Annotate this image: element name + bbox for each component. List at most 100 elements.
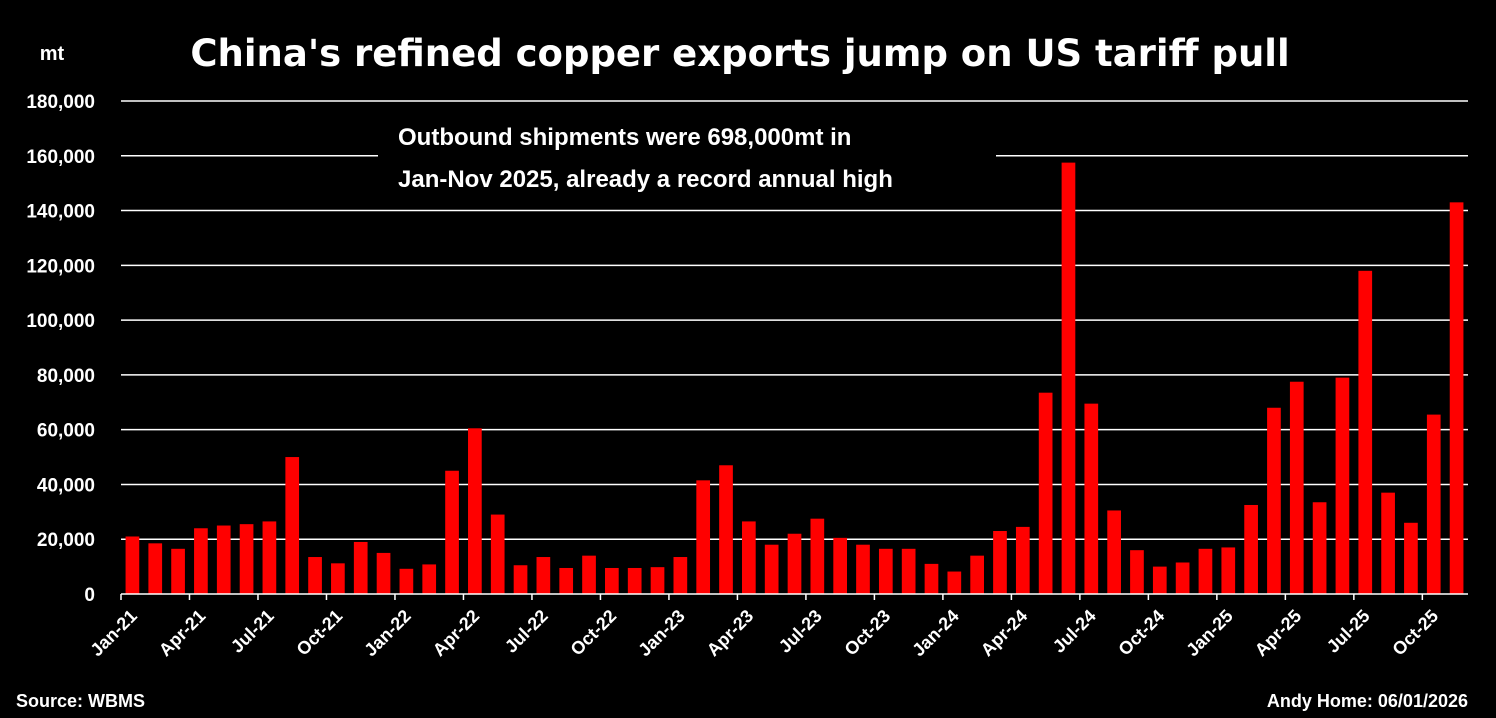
bar — [125, 536, 140, 594]
gridlines — [121, 100, 1468, 540]
bar — [468, 428, 482, 594]
bar — [536, 557, 551, 594]
y-tick-label: 140,000 — [26, 202, 95, 223]
x-tick-label: Jan-25 — [1182, 606, 1236, 660]
chart-title: China's refined copper exports jump on U… — [190, 32, 1289, 75]
x-tick-label: Jan-23 — [634, 606, 688, 660]
bar — [308, 557, 322, 594]
y-tick-label: 120,000 — [26, 256, 95, 277]
bar — [422, 564, 437, 594]
x-tick-label: Jul-25 — [1323, 606, 1374, 657]
bar — [1335, 377, 1350, 594]
bar — [399, 568, 414, 594]
bar — [787, 533, 802, 594]
bar — [810, 518, 825, 594]
bar — [924, 563, 939, 594]
bar — [856, 544, 870, 594]
bar — [559, 567, 574, 594]
bar — [445, 470, 459, 594]
bar — [696, 480, 711, 594]
y-tick-label: 20,000 — [37, 530, 95, 551]
bar-series — [125, 162, 1464, 595]
bar — [1358, 270, 1373, 594]
y-tick-label: 0 — [84, 585, 95, 606]
bar — [650, 567, 665, 594]
y-tick-label: 80,000 — [37, 366, 95, 387]
bar — [582, 555, 596, 594]
bar — [1130, 550, 1144, 594]
bar — [605, 567, 619, 594]
bar — [148, 543, 163, 594]
bar — [741, 521, 756, 594]
bar — [993, 531, 1007, 594]
bar — [353, 541, 368, 594]
bar — [490, 514, 505, 594]
bar — [719, 465, 733, 594]
bar — [1175, 562, 1190, 594]
annotation-line-2: Jan-Nov 2025, already a record annual hi… — [398, 166, 893, 193]
bar — [1449, 202, 1464, 595]
bar — [1038, 392, 1053, 594]
y-tick-label: 60,000 — [37, 421, 95, 442]
x-tick-label: Apr-23 — [703, 606, 757, 660]
y-tick-label: 40,000 — [37, 475, 95, 496]
x-tick-label: Oct-25 — [1388, 606, 1442, 660]
annotation-line-1: Outbound shipments were 698,000mt in — [398, 124, 851, 151]
x-tick-label: Oct-21 — [293, 606, 347, 660]
bar — [1381, 492, 1395, 594]
bar — [1061, 162, 1076, 594]
x-tick-label: Jul-24 — [1049, 606, 1100, 657]
bar — [1152, 566, 1167, 594]
x-tick-label: Jul-21 — [227, 606, 278, 657]
y-tick-label: 180,000 — [26, 92, 95, 113]
bar — [627, 567, 642, 594]
credit-label: Andy Home: 06/01/2026 — [1267, 691, 1468, 711]
bar — [262, 521, 277, 594]
bar — [970, 555, 984, 594]
bar — [331, 563, 345, 594]
bar — [376, 552, 391, 594]
bar — [947, 571, 962, 594]
x-tick-label: Apr-25 — [1251, 606, 1305, 660]
y-tick-label: 160,000 — [26, 147, 95, 168]
bar — [285, 457, 300, 594]
bar — [513, 565, 528, 594]
bar — [171, 548, 185, 594]
bar — [1267, 407, 1281, 594]
bar — [1221, 547, 1236, 594]
x-tick-label: Jan-21 — [86, 606, 140, 660]
bar — [1426, 414, 1441, 594]
bar — [673, 557, 688, 594]
bar — [878, 548, 893, 594]
bar — [216, 525, 231, 594]
x-tick-label: Apr-21 — [155, 606, 209, 660]
bar — [1244, 504, 1258, 594]
x-tick-label: Oct-22 — [567, 606, 621, 660]
x-tick-label: Jan-24 — [908, 606, 962, 660]
bar — [1198, 548, 1213, 594]
bar — [1289, 381, 1304, 594]
x-axis — [120, 593, 1468, 600]
x-tick-label: Jul-22 — [501, 606, 552, 657]
annotation-background — [378, 118, 996, 200]
bar — [764, 544, 779, 594]
x-tick-label: Jan-22 — [360, 606, 414, 660]
x-tick-label: Oct-24 — [1114, 606, 1168, 660]
y-axis-ticks: 0 20,000 40,000 60,000 80,000 100,000 120,000 1… — [26, 92, 95, 606]
x-axis-ticks: Jan-21 Apr-21 Jul-21 Oct-21 Jan-22 Apr-22 Jul-… — [86, 606, 1442, 660]
x-tick-label: Apr-22 — [429, 606, 483, 660]
bar — [239, 524, 254, 594]
bar — [1312, 502, 1327, 594]
bar — [1015, 526, 1030, 594]
y-axis-unit-label: mt — [40, 43, 65, 65]
bar — [901, 548, 916, 594]
bar — [1404, 522, 1418, 594]
x-tick-label: Oct-23 — [841, 606, 895, 660]
y-tick-label: 100,000 — [26, 311, 95, 332]
bar — [1107, 510, 1121, 594]
bar — [1084, 403, 1099, 594]
source-label: Source: WBMS — [16, 691, 145, 711]
bar — [833, 537, 848, 594]
x-tick-label: Jul-23 — [775, 606, 826, 657]
